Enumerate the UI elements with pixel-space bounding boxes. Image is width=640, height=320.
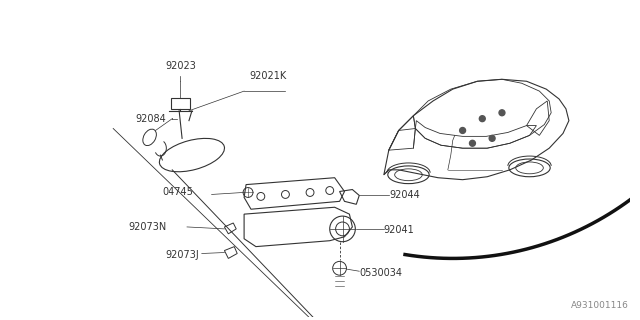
Text: 92084: 92084 [136, 114, 166, 124]
Text: 92021K: 92021K [249, 71, 286, 81]
Text: 0530034: 0530034 [359, 268, 403, 278]
Circle shape [499, 110, 505, 116]
Text: 92041: 92041 [384, 225, 415, 235]
Circle shape [460, 127, 465, 133]
Text: 92073N: 92073N [128, 222, 166, 232]
Circle shape [489, 135, 495, 141]
Circle shape [470, 140, 476, 146]
Text: 92023: 92023 [165, 61, 196, 71]
Text: 92073J: 92073J [165, 251, 199, 260]
Text: 92044: 92044 [390, 190, 420, 200]
Text: A931001116: A931001116 [571, 301, 628, 310]
Circle shape [479, 116, 485, 122]
Text: 04745: 04745 [163, 188, 193, 197]
